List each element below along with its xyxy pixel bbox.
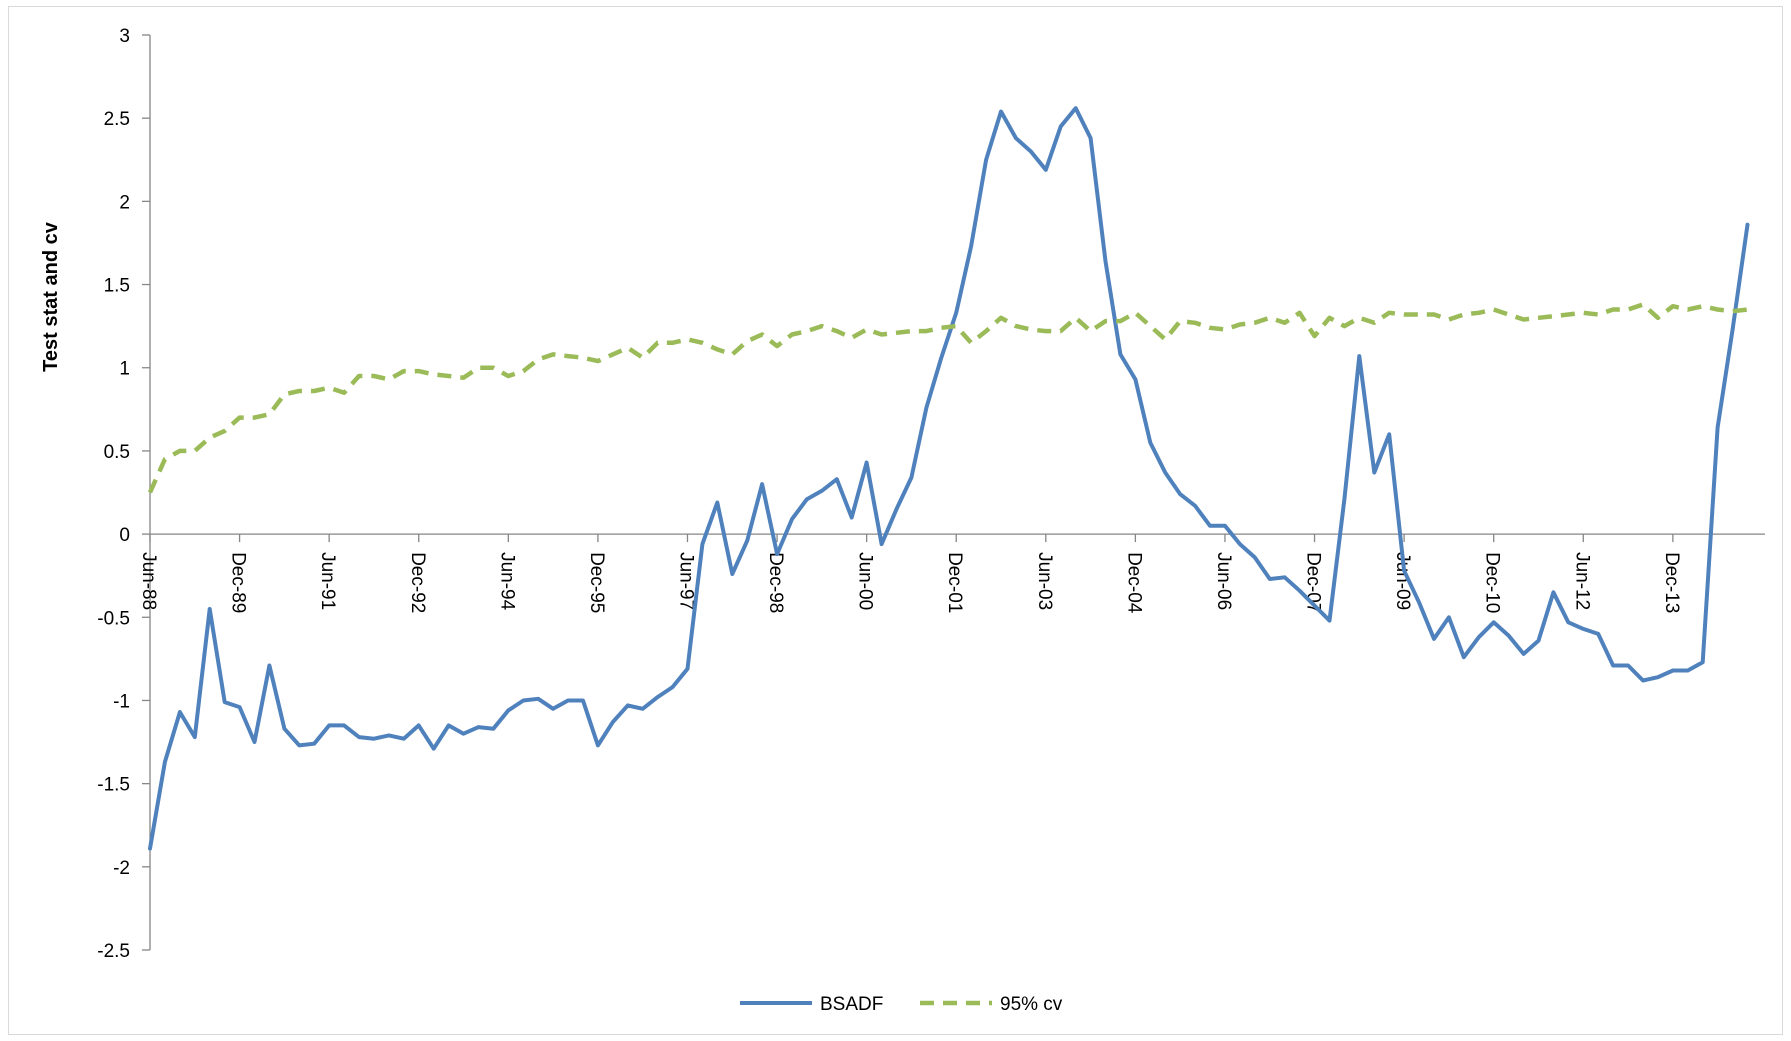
x-tick-label: Jun-94: [496, 552, 517, 611]
x-tick-label: Jun-91: [317, 552, 338, 610]
y-tick-label: 1: [119, 359, 130, 380]
y-tick-label: -0.5: [97, 608, 130, 629]
x-tick-label: Dec-04: [1123, 552, 1144, 614]
y-axis-title: Test stat and cv: [40, 221, 62, 372]
y-tick-label: -2: [113, 858, 130, 879]
y-tick-label: 3: [119, 26, 130, 47]
y-tick-label: 0: [119, 525, 130, 546]
x-tick-label: Jun-09: [1392, 552, 1413, 610]
y-tick-label: 2: [119, 192, 130, 213]
x-tick-label: Dec-92: [407, 552, 428, 613]
x-tick-label: Dec-89: [228, 552, 249, 613]
y-tick-label: 0.5: [104, 442, 130, 463]
y-tick-label: 1.5: [104, 276, 130, 297]
chart-frame: [8, 6, 1783, 1035]
y-tick-label: -2.5: [97, 941, 130, 962]
axes: 3 2.5 2 1.5 1 0.5 0 -0.5 -1 -1.5 -2 -2.5 Jun-88 Dec-8…: [97, 26, 1765, 962]
x-tick-label: Dec-95: [586, 552, 607, 613]
x-tick-label: Jun-06: [1213, 552, 1234, 610]
series-line-95-cv: [147, 302, 1748, 494]
y-tick-label: -1.5: [97, 775, 130, 796]
x-tick-label: Jun-97: [675, 552, 696, 610]
x-tick-label: Jun-00: [855, 552, 876, 610]
x-tick-label: Dec-01: [944, 552, 965, 613]
x-tick-label: Jun-88: [138, 552, 159, 610]
x-tick-label: Dec-98: [765, 552, 786, 613]
series-lines: [147, 106, 1750, 851]
legend-label-1: BSADF: [820, 994, 883, 1015]
x-tick-label: Jun-12: [1571, 552, 1592, 610]
x-tick-label: Dec-13: [1661, 552, 1682, 613]
y-tick-label: -1: [113, 691, 130, 712]
x-tick-label: Jun-03: [1034, 552, 1055, 610]
series-line-bsadf: [148, 106, 1750, 851]
x-tick-label: Dec-10: [1482, 552, 1503, 613]
y-tick-label: 2.5: [104, 109, 130, 130]
legend: BSADF 95% cv: [740, 994, 1063, 1015]
legend-label-2: 95% cv: [1000, 994, 1063, 1015]
